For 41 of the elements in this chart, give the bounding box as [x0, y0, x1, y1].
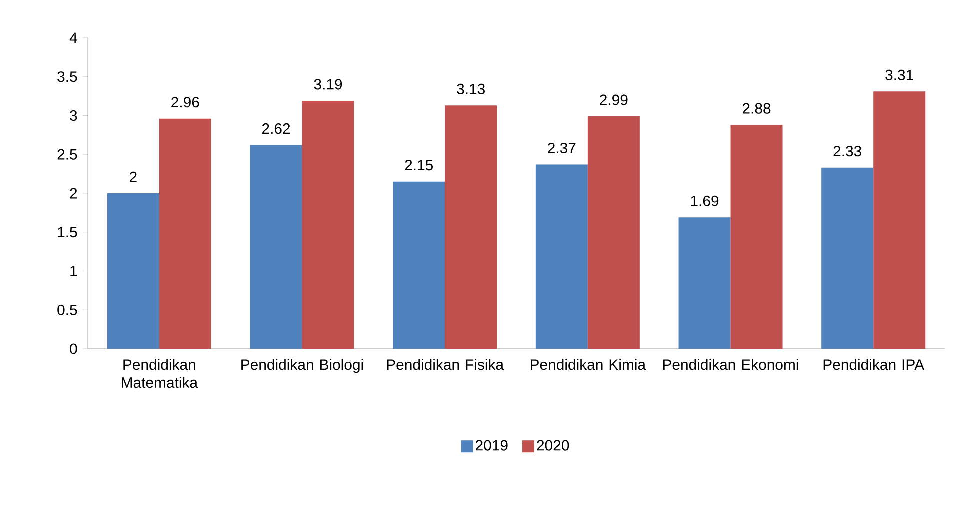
data-label: 3.13	[457, 84, 485, 94]
bar	[822, 168, 874, 349]
bar	[445, 106, 498, 349]
y-tick-label: 0.5	[58, 304, 78, 316]
bar	[107, 193, 160, 349]
data-label: 2.96	[172, 97, 200, 108]
bar	[678, 218, 731, 349]
y-tick-label: 2	[70, 188, 78, 199]
x-tick-label: Pendidikan IPA	[824, 359, 925, 370]
x-tick-label: Pendidikan Ekonomi	[663, 359, 798, 370]
y-tick-label: 1.5	[58, 227, 78, 238]
x-tick-label: Pendidikan Fisika	[387, 359, 504, 370]
legend-label: 2019	[476, 440, 508, 451]
data-label: 2.88	[742, 103, 771, 114]
x-tick-label: Pendidikan Kimia	[531, 359, 646, 370]
y-tick-label: 3.5	[58, 72, 78, 82]
bar	[302, 100, 354, 349]
data-label: 2.37	[548, 142, 576, 154]
data-label: 2.99	[600, 94, 628, 106]
data-label: 2.15	[405, 160, 434, 171]
y-tick-label: 4	[70, 32, 78, 44]
bar	[536, 164, 588, 349]
y-tick-label: 3	[70, 110, 78, 122]
data-label: 2.62	[262, 124, 290, 134]
data-label: 3.19	[314, 79, 342, 90]
legend-label: 2020	[537, 440, 570, 451]
data-label: 1.69	[691, 196, 719, 206]
data-label: 3.31	[886, 70, 914, 80]
bar	[159, 118, 212, 349]
x-tick-label: Pendidikan Matematika	[122, 359, 198, 388]
y-tick-label: 2.5	[58, 149, 78, 160]
bar	[874, 92, 926, 349]
bar	[393, 182, 446, 349]
y-tick-label: 1	[70, 266, 78, 276]
x-tick-label: Pendidikan Biologi	[242, 359, 364, 374]
data-label: 2.33	[834, 146, 862, 157]
bar	[250, 145, 302, 349]
data-label: 2	[130, 172, 137, 182]
bar	[730, 125, 783, 349]
bar	[588, 116, 640, 349]
y-tick-label: 0	[70, 344, 78, 354]
